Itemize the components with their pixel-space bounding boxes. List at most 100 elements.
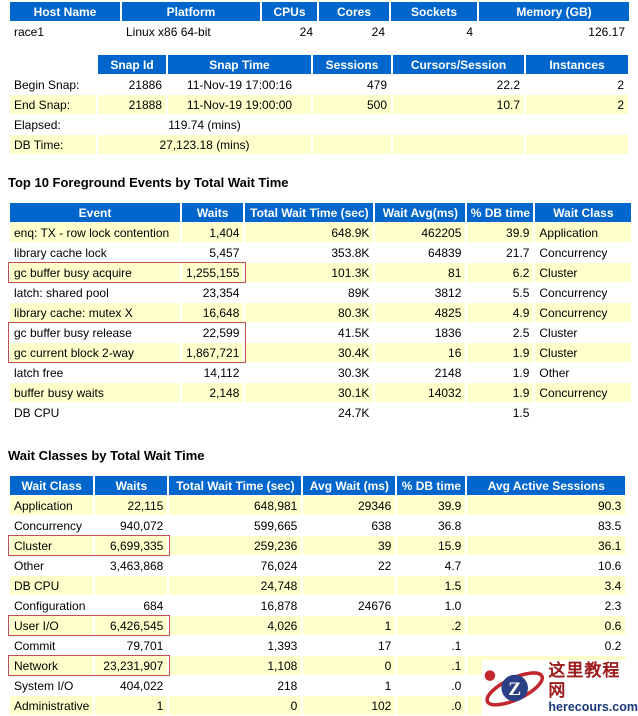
cell: 2,148 — [182, 383, 244, 402]
cell: .2 — [397, 616, 466, 635]
cell: 1.5 — [397, 576, 466, 595]
cell: 14032 — [375, 383, 466, 402]
column-header: Waits — [182, 203, 244, 222]
cell: 102 — [303, 696, 396, 715]
table-row: gc buffer busy acquire 1,255,155 101.3K 81 6… — [10, 263, 632, 282]
cell: 462205 — [375, 223, 466, 242]
cell: library cache: mutex X — [10, 303, 180, 322]
column-header: Snap Time — [168, 55, 311, 74]
header-row: Host Name Platform CPUs Cores Sockets Memory … — [10, 2, 629, 21]
watermark: Z 这里教程网 herecours.com — [482, 660, 638, 716]
cell: Concurrency — [535, 303, 632, 322]
cell: 2.5 — [512, 325, 530, 340]
cell: Concurrency — [14, 518, 83, 533]
row-label: End Snap: — [10, 95, 96, 114]
cell: 1.9 — [467, 343, 534, 362]
cell: 17 — [378, 638, 392, 653]
column-header: Avg Wait (ms) — [303, 476, 396, 495]
table-row: DB Time: 27,123.18 (mins) — [10, 135, 628, 154]
cell: 4 — [466, 24, 473, 39]
cell: 22,115 — [95, 496, 168, 515]
column-header: % DB time — [467, 203, 534, 222]
cell: 89K — [348, 285, 370, 300]
cell: 24,748 — [169, 576, 302, 595]
cell: Application — [535, 223, 632, 242]
cell: Other — [539, 365, 570, 380]
cell: 24676 — [357, 598, 392, 613]
cell: 11-Nov-19 19:00:00 — [168, 95, 311, 114]
cell: 684 — [143, 598, 164, 613]
cell: 39.9 — [467, 223, 534, 242]
cell: 41.5K — [338, 325, 370, 340]
cell: 1.9 — [512, 365, 530, 380]
host-info-table: Host Name Platform CPUs Cores Sockets Memory … — [8, 1, 631, 42]
cell: 599,665 — [253, 518, 298, 533]
cell: 0 — [169, 696, 302, 715]
cell: Commit — [14, 638, 56, 653]
column-header: Total Wait Time (sec) — [245, 203, 374, 222]
cell — [393, 115, 524, 134]
cell: 126.17 — [588, 24, 625, 39]
column-header: Host Name — [10, 2, 120, 21]
cell: 1.0 — [444, 598, 462, 613]
cell: 638 — [371, 518, 392, 533]
column-header: Instances — [526, 55, 628, 74]
column-header: Snap Id — [98, 55, 166, 74]
table-row: latch free 14,112 30.3K 2148 1.9 Other — [10, 363, 631, 382]
table-row: Cluster 6,699,335 259,236 39 15.9 36.1 — [10, 536, 626, 555]
cell: 404,022 — [119, 678, 164, 693]
cell: 1,393 — [267, 638, 298, 653]
cell: 479 — [366, 77, 387, 92]
cell — [303, 576, 396, 595]
cell: 16 — [375, 343, 466, 362]
cell — [182, 403, 243, 422]
cell: Concurrency — [539, 285, 608, 300]
cell: 21.7 — [506, 245, 530, 260]
cell: 1.9 — [467, 383, 534, 402]
cell: User I/O — [10, 616, 94, 635]
table-row: gc buffer busy release 22,599 41.5K 1836 2.5… — [10, 323, 631, 342]
cell: .1 — [451, 638, 462, 653]
cell: 648,981 — [169, 496, 302, 515]
cell: 218 — [277, 678, 298, 693]
column-header: Avg Active Sessions — [467, 476, 626, 495]
header-row: Wait Class Waits Total Wait Time (sec) Avg … — [10, 476, 626, 495]
cell: gc current block 2-way — [10, 343, 180, 362]
cell: 101.3K — [245, 263, 374, 282]
cell: Cluster — [10, 536, 94, 555]
watermark-logo-icon: Z — [484, 670, 545, 707]
cell: Other — [14, 558, 45, 573]
cell: 6,699,335 — [95, 536, 168, 555]
cell: 6,426,545 — [95, 616, 168, 635]
table-row: enq: TX - row lock contention 1,404 648.9K… — [10, 223, 632, 242]
cell: 2.3 — [604, 598, 622, 613]
cell: 5,457 — [209, 245, 240, 260]
cell: enq: TX - row lock contention — [10, 223, 180, 242]
cell: 36.8 — [438, 518, 462, 533]
cell: .0 — [451, 678, 462, 693]
cell: 500 — [313, 95, 391, 114]
cell — [313, 115, 391, 134]
column-header: Cores — [319, 2, 389, 21]
column-header: Total Wait Time (sec) — [169, 476, 302, 495]
cell: Linux x86 64-bit — [126, 24, 211, 39]
cell: 22.2 — [496, 77, 520, 92]
cell: 16,648 — [182, 303, 244, 322]
cell: gc buffer busy release — [14, 325, 132, 340]
cell: Configuration — [14, 598, 86, 613]
cell — [535, 403, 631, 422]
column-header: Wait Class — [535, 203, 632, 222]
cell: 30.3K — [338, 365, 370, 380]
cell: 24 — [371, 24, 385, 39]
cell: 3,463,868 — [109, 558, 164, 573]
cell: 5.5 — [512, 285, 530, 300]
column-header: Wait Avg(ms) — [375, 203, 466, 222]
cell: 23,354 — [202, 285, 240, 300]
table-row: Concurrency 940,072 599,665 638 36.8 83.5 — [10, 516, 625, 535]
cell: 79,701 — [126, 638, 164, 653]
cell: 24 — [299, 24, 313, 39]
cell: buffer busy waits — [10, 383, 180, 402]
cell: .0 — [397, 696, 466, 715]
cell: DB CPU — [10, 576, 94, 595]
cell: 4.7 — [444, 558, 462, 573]
